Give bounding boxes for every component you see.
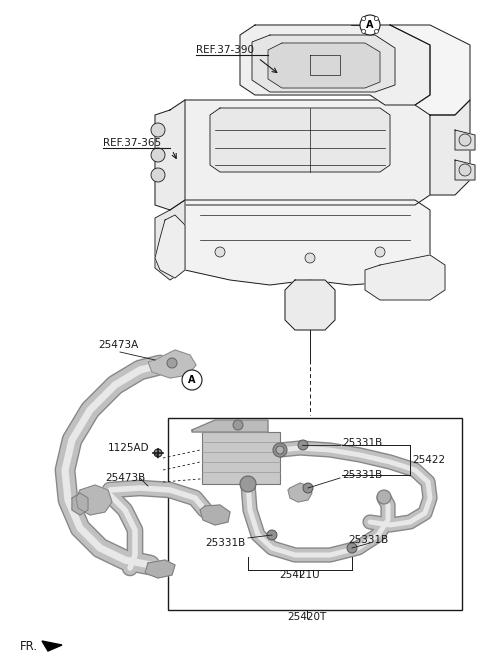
Circle shape xyxy=(233,420,243,430)
Bar xyxy=(168,418,462,610)
Circle shape xyxy=(459,164,471,176)
Text: FR.: FR. xyxy=(20,640,38,653)
Polygon shape xyxy=(455,130,475,150)
Text: 25473B: 25473B xyxy=(105,473,145,483)
Polygon shape xyxy=(252,35,395,92)
Circle shape xyxy=(182,370,202,390)
Circle shape xyxy=(151,123,165,137)
Text: 25473A: 25473A xyxy=(98,340,138,350)
Polygon shape xyxy=(288,483,312,502)
Polygon shape xyxy=(430,100,470,195)
Polygon shape xyxy=(365,255,445,300)
Circle shape xyxy=(167,358,177,368)
Circle shape xyxy=(305,253,315,263)
Text: 1125AD: 1125AD xyxy=(108,443,150,453)
Polygon shape xyxy=(390,25,470,115)
Circle shape xyxy=(154,449,162,457)
Polygon shape xyxy=(155,215,185,278)
Polygon shape xyxy=(76,485,112,515)
Circle shape xyxy=(360,15,380,35)
Polygon shape xyxy=(285,280,335,330)
Circle shape xyxy=(361,30,366,33)
Polygon shape xyxy=(210,108,390,172)
Polygon shape xyxy=(72,493,88,515)
Text: 25331B: 25331B xyxy=(205,538,245,548)
Polygon shape xyxy=(192,420,268,432)
Text: 25331B: 25331B xyxy=(342,438,382,448)
Text: 25422: 25422 xyxy=(412,455,445,465)
Circle shape xyxy=(377,490,391,504)
Text: 25421U: 25421U xyxy=(280,570,320,580)
Polygon shape xyxy=(170,100,430,205)
Circle shape xyxy=(374,30,378,33)
Circle shape xyxy=(298,440,308,450)
Polygon shape xyxy=(42,641,62,651)
Circle shape xyxy=(151,168,165,182)
Circle shape xyxy=(240,476,256,492)
Circle shape xyxy=(273,443,287,457)
Polygon shape xyxy=(155,200,185,280)
Text: REF.37-390: REF.37-390 xyxy=(196,45,254,55)
Circle shape xyxy=(151,148,165,162)
Circle shape xyxy=(303,483,313,493)
Circle shape xyxy=(459,134,471,146)
Text: 25420T: 25420T xyxy=(288,612,326,622)
Circle shape xyxy=(267,530,277,540)
Circle shape xyxy=(215,247,225,257)
Circle shape xyxy=(361,16,366,20)
Polygon shape xyxy=(455,160,475,180)
Circle shape xyxy=(276,446,284,454)
Polygon shape xyxy=(200,505,230,525)
Text: 25331B: 25331B xyxy=(342,470,382,480)
Text: A: A xyxy=(188,375,196,385)
Circle shape xyxy=(347,543,357,553)
Polygon shape xyxy=(240,25,430,105)
Bar xyxy=(202,432,280,484)
Text: 25331B: 25331B xyxy=(348,535,388,545)
Text: REF.37-365: REF.37-365 xyxy=(103,138,161,148)
Circle shape xyxy=(375,247,385,257)
Circle shape xyxy=(374,16,378,20)
Polygon shape xyxy=(145,560,175,578)
Polygon shape xyxy=(170,200,430,285)
Polygon shape xyxy=(148,350,196,378)
Text: A: A xyxy=(366,20,374,30)
Polygon shape xyxy=(155,100,185,210)
Polygon shape xyxy=(268,43,380,88)
